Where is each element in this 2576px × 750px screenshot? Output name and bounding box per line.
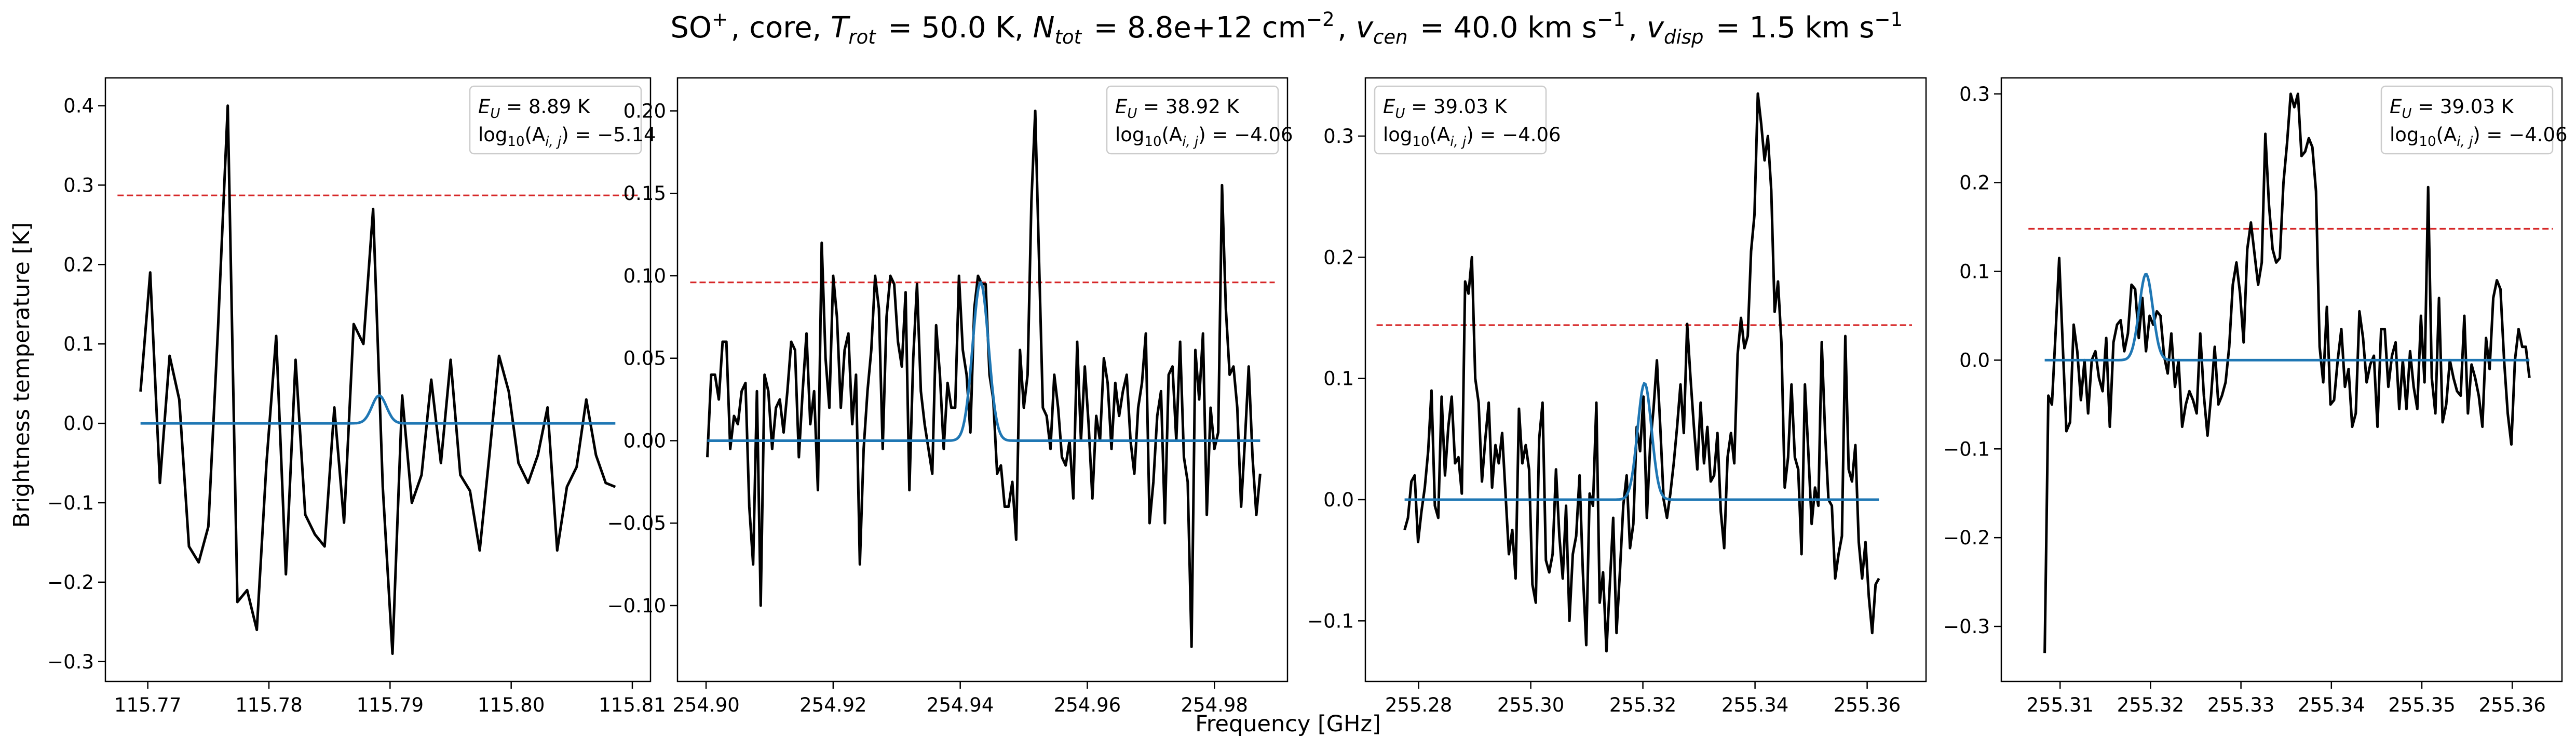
annotation-frame [1374,85,1547,155]
y-tick-label: 0.2 [63,253,94,276]
panel-2: 254.90 254.92 254.94 254.96 254.98 −0.10 −0.05… [607,77,1293,716]
annotation-frame [469,85,642,155]
panel-1: 115.77 115.78 115.79 115.80 115.81 −0.3 −0.2 −0… [47,77,666,716]
upper-energy-label: EU = 39.03 K [2390,96,2515,122]
y-tick-label: −0.2 [1943,527,1990,549]
axes-frame [676,77,1289,682]
x-tick-label: 255.30 [1497,694,1564,716]
y-tick-label: −0.2 [47,571,94,594]
x-tick-label: 255.36 [1834,694,1901,716]
einstein-coefficient-label: log10(Ai, j) = −4.06 [1383,124,1561,150]
upper-energy-label: EU = 38.92 K [1115,96,1240,122]
x-tick-label: 115.77 [114,694,181,716]
y-tick-label: 0.1 [63,333,94,355]
panel-4: 255.31 255.32 255.33 255.34 255.35 255.36 −0.3… [1943,77,2568,716]
axes-frame [104,77,652,682]
plot-area [117,104,639,655]
y-tick-label: 0.2 [1323,246,1354,269]
x-tick-label: 115.81 [599,694,666,716]
y-axis-label: Brightness temperature [K] [9,222,35,528]
plot-area [1376,92,1912,653]
x-tick-label: 255.33 [2207,694,2274,716]
observed-spectrum [706,110,1262,648]
y-tick-label: 0.4 [63,95,94,117]
x-tick-label: 254.92 [799,694,866,716]
y-tick-label: 0.15 [623,182,666,205]
x-tick-label: 255.28 [1385,694,1452,716]
y-tick-label: −0.1 [1943,438,1990,460]
plot-area [690,110,1275,648]
y-tick-label: 0.0 [1323,489,1354,511]
model-spectrum [707,280,1260,442]
x-tick-label: 255.34 [1721,694,1788,716]
y-tick-label: −0.3 [1943,615,1990,638]
plot-area [2028,92,2553,653]
y-tick-label: 0.20 [623,100,666,122]
y-tick-label: 0.1 [1323,368,1354,390]
panel-3: 255.28 255.30 255.32 255.34 255.36 −0.1 0.0 0.1… [1307,77,1927,716]
x-tick-label: 254.90 [672,694,739,716]
y-tick-label: −0.1 [47,492,94,514]
x-tick-label: 255.36 [2478,694,2545,716]
observed-spectrum [1403,92,1880,653]
y-tick-label: −0.1 [1307,610,1354,632]
x-tick-label: 255.31 [2026,694,2093,716]
x-tick-label: 255.35 [2388,694,2455,716]
x-tick-label: 254.94 [927,694,994,716]
x-tick-label: 115.78 [235,694,302,716]
y-tick-label: 0.3 [63,174,94,196]
y-tick-label: −0.3 [47,651,94,673]
axes-frame [1364,77,1927,682]
x-tick-label: 254.98 [1181,694,1248,716]
axes-frame [2000,77,2563,682]
model-spectrum [140,394,616,425]
panels: 115.77 115.78 115.79 115.80 115.81 −0.3 −0.2 −0… [47,77,2568,716]
x-tick-label: 254.96 [1054,694,1121,716]
y-tick-label: 0.05 [623,347,666,370]
y-tick-label: 0.10 [623,265,666,287]
einstein-coefficient-label: log10(Ai, j) = −5.14 [478,124,656,150]
annotation-frame [2380,85,2554,155]
y-tick-label: −0.10 [607,595,666,617]
y-tick-label: 0.1 [1959,261,1990,283]
model-spectrum [1404,382,1879,501]
x-tick-label: 255.32 [2117,694,2184,716]
observed-spectrum [139,104,616,655]
y-tick-label: −0.05 [607,512,666,534]
einstein-coefficient-label: log10(Ai, j) = −4.06 [2390,124,2568,150]
x-tick-label: 115.80 [478,694,545,716]
x-tick-label: 255.32 [1609,694,1676,716]
x-axis-label: Frequency [GHz] [1195,711,1381,737]
y-tick-label: 0.00 [623,430,666,452]
figure-title: SO+ , core, Trot = 50.0 K, Ntot = 8.8e+1… [670,8,1905,48]
y-tick-label: 0.0 [1959,349,1990,371]
observed-spectrum [2043,92,2531,653]
y-tick-label: 0.3 [1959,83,1990,105]
y-tick-label: 0.3 [1323,125,1354,148]
upper-energy-label: EU = 8.89 K [478,96,591,122]
y-tick-label: 0.2 [1959,172,1990,194]
x-tick-label: 115.79 [357,694,424,716]
upper-energy-label: EU = 39.03 K [1383,96,1508,122]
einstein-coefficient-label: log10(Ai, j) = −4.06 [1115,124,1293,150]
model-spectrum [2044,273,2530,361]
annotation-frame [1106,85,1279,155]
y-tick-label: 0.0 [63,412,94,435]
x-tick-label: 255.34 [2298,694,2365,716]
